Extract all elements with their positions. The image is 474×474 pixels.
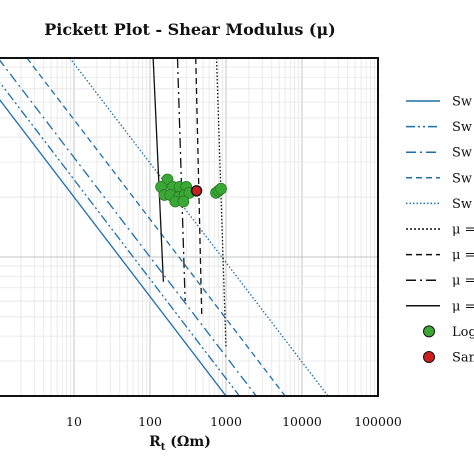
legend-label-9: μ = xyxy=(452,299,474,314)
sw-line-3 xyxy=(0,59,257,396)
x-tick-label-4: 10000 xyxy=(282,414,322,429)
data-points xyxy=(155,173,227,208)
x-axis-label-main: R xyxy=(149,434,161,450)
x-tick-label-3: 1000 xyxy=(210,414,242,429)
legend-label-11: Sam xyxy=(452,351,474,366)
legend: Sw Sw Sw Sw Sw μ = μ = μ = μ = Log Sam xyxy=(406,95,474,366)
sample-point-1 xyxy=(190,185,203,197)
sw-line-4 xyxy=(26,58,286,396)
legend-label-4: Sw xyxy=(452,171,472,186)
x-axis-label-unit: (Ωm) xyxy=(165,434,210,450)
mu-line-2 xyxy=(195,58,203,317)
legend-label-8: μ = xyxy=(452,274,474,289)
sw-line-1 xyxy=(0,99,227,396)
legend-label-7: μ = xyxy=(452,248,474,263)
x-axis-label: Rt (Ωm) xyxy=(149,434,211,453)
x-axis-label-sub: t xyxy=(161,442,166,453)
legend-label-5: Sw xyxy=(452,197,472,212)
legend-label-1: Sw xyxy=(452,95,472,110)
model-lines xyxy=(0,58,329,396)
log-point-15 xyxy=(215,182,227,195)
sw-line-5 xyxy=(69,58,329,396)
legend-label-3: Sw xyxy=(452,146,472,161)
x-tick-label-2: 100 xyxy=(138,414,162,429)
x-tick-label-5: 100000 xyxy=(354,414,402,429)
legend-label-2: Sw xyxy=(452,120,472,135)
mu-line-3 xyxy=(176,58,186,302)
plot-frame xyxy=(0,57,379,397)
x-tick-labels: 10 100 1000 10000 100000 xyxy=(66,414,402,429)
mu-line-1 xyxy=(215,58,227,348)
legend-marker-10 xyxy=(423,325,435,338)
plot-grid xyxy=(0,58,378,397)
legend-marker-11 xyxy=(423,351,435,363)
legend-label-10: Log xyxy=(452,325,474,340)
legend-label-6: μ = xyxy=(452,223,474,238)
x-tick-label-1: 10 xyxy=(66,414,82,429)
mu-line-4 xyxy=(152,58,165,282)
chart-title: Pickett Plot - Shear Modulus (μ) xyxy=(44,20,336,39)
log-point-12 xyxy=(177,195,190,208)
sw-line-2 xyxy=(0,81,240,396)
